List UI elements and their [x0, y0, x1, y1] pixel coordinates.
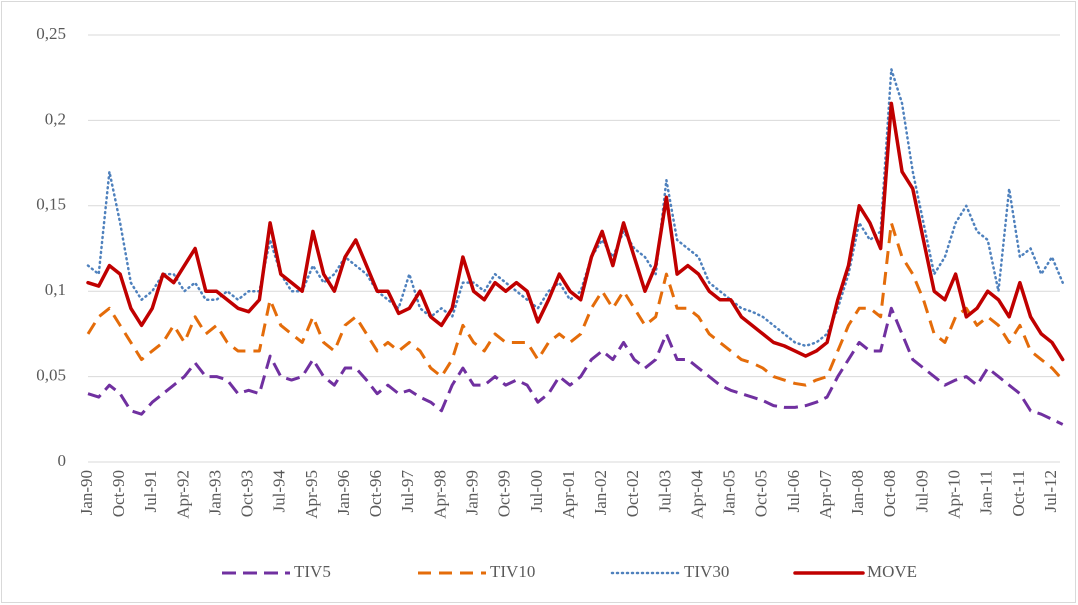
x-tick-label: Oct-02: [623, 470, 642, 517]
x-tick-label: Jul-09: [912, 470, 931, 513]
x-tick-label: Jan-96: [334, 470, 353, 515]
x-tick-label: Oct-08: [880, 470, 899, 517]
x-tick-label: Apr-98: [430, 470, 449, 519]
y-tick-label: 0,1: [45, 280, 66, 299]
y-tick-label: 0,2: [45, 109, 66, 128]
x-tick-label: Apr-01: [559, 470, 578, 519]
x-tick-label: Jul-03: [655, 470, 674, 513]
series-line: [86, 101, 1065, 362]
y-tick-label: 0,05: [36, 366, 66, 385]
x-tick-label: Oct-90: [109, 470, 128, 517]
x-tick-label: Jan-93: [205, 470, 224, 515]
x-tick-label: Oct-05: [752, 470, 771, 517]
x-tick-label: Oct-11: [1009, 470, 1028, 517]
x-tick-label: Jan-05: [720, 470, 739, 515]
x-tick-label: Jul-06: [784, 470, 803, 513]
series-line: [86, 221, 1064, 387]
x-tick-label: Jan-11: [977, 470, 996, 515]
legend-label: TIV5: [294, 562, 331, 581]
x-tick-label: Apr-92: [173, 470, 192, 519]
x-tick-label: Jul-97: [398, 470, 417, 513]
y-tick-label: 0,15: [36, 195, 66, 214]
legend-label: TIV30: [684, 562, 729, 581]
x-tick-label: Jul-91: [141, 470, 160, 513]
x-tick-label: Oct-96: [366, 470, 385, 517]
x-tick-label: Jul-00: [527, 470, 546, 513]
y-tick-label: 0: [58, 451, 67, 470]
x-tick-label: Apr-07: [816, 470, 835, 519]
x-tick-label: Jan-08: [848, 470, 867, 515]
x-tick-label: Apr-95: [302, 470, 321, 519]
x-tick-label: Jul-94: [270, 470, 289, 513]
legend-label: MOVE: [867, 562, 917, 581]
y-tick-label: 0,25: [36, 24, 66, 43]
x-tick-label: Oct-93: [238, 470, 257, 517]
x-tick-label: Jan-02: [591, 470, 610, 515]
x-tick-label: Jan-90: [77, 470, 96, 515]
legend-label: TIV10: [490, 562, 535, 581]
x-tick-label: Jan-99: [463, 470, 482, 515]
x-tick-label: Apr-10: [945, 470, 964, 519]
x-tick-label: Oct-99: [495, 470, 514, 517]
series-line: [87, 306, 1064, 426]
x-tick-label: Apr-04: [687, 470, 706, 519]
x-tick-label: Jul-12: [1041, 470, 1060, 513]
